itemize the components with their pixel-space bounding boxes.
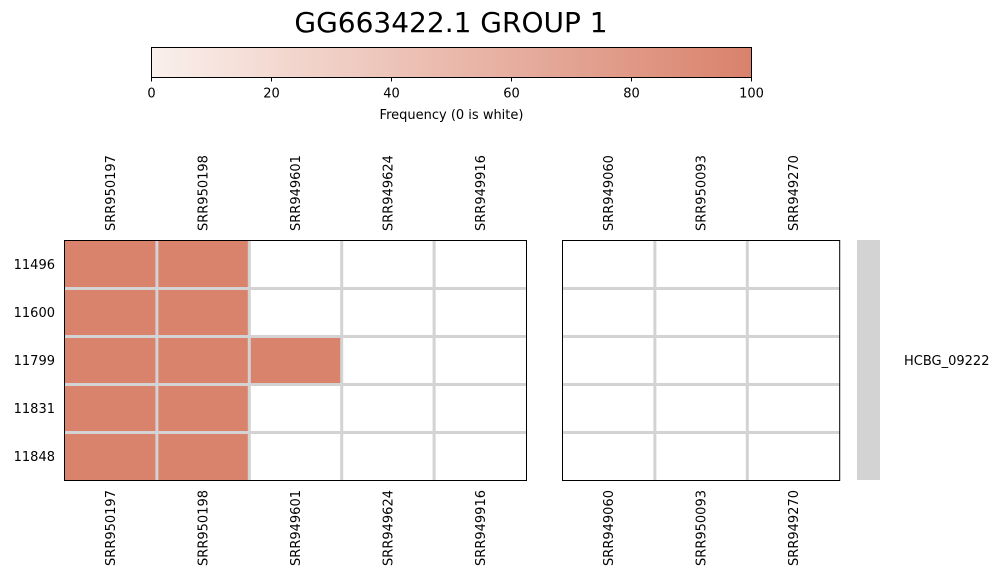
heatmap-cell [562, 288, 655, 337]
heatmap-cell [341, 384, 435, 433]
column-label-bottom: SRR949601 [289, 490, 304, 566]
column-label-top: SRR949270 [787, 155, 802, 231]
heatmap-cell [156, 240, 250, 289]
heatmap-cell [747, 432, 840, 481]
heatmap-cell [434, 336, 527, 385]
column-label-top: SRR949601 [289, 155, 304, 231]
heatmap-cell [249, 240, 342, 289]
row-annotation: HCBG_09222 [857, 240, 989, 480]
heatmap-cell [747, 336, 840, 385]
heatmap-cell [64, 240, 157, 289]
column-label-top: SRR950093 [695, 155, 710, 231]
heatmap-cell [747, 288, 840, 337]
row-label: 11799 [14, 354, 55, 369]
heatmap-cell [434, 432, 527, 481]
heatmap-cell [156, 336, 250, 385]
colorbar-label: Frequency (0 is white) [380, 108, 524, 123]
heatmap-cell [64, 384, 157, 433]
colorbar-tick-label: 80 [623, 87, 640, 102]
colorbar-gradient [151, 47, 752, 78]
heatmap-cell [747, 384, 840, 433]
column-label-top: SRR949060 [602, 155, 617, 231]
heatmap-cell [434, 384, 527, 433]
heatmap-cell [156, 384, 250, 433]
row-annotation-bar [857, 240, 880, 480]
heatmap-cell [747, 240, 840, 289]
heatmap-panels: SRR950197 SRR950197 SRR950198 SRR950198 SRR9… [64, 155, 841, 566]
column-label-bottom: SRR950093 [695, 490, 710, 566]
column-label-top: SRR949916 [474, 155, 489, 231]
panel-frame [562, 240, 841, 481]
heatmap-cell [434, 288, 527, 337]
heatmap-cell [562, 432, 655, 481]
heatmap-cell [156, 288, 250, 337]
heatmap-cell [64, 432, 157, 481]
heatmap-cell [341, 432, 435, 481]
column-label-bottom: SRR949270 [787, 490, 802, 566]
row-annotation-label: HCBG_09222 [904, 354, 989, 369]
heatmap-cell [156, 432, 250, 481]
row-label: 11848 [14, 450, 55, 465]
heatmap-cell [249, 288, 342, 337]
heatmap-cell [249, 336, 342, 385]
colorbar-tick-label: 20 [263, 87, 280, 102]
heatmap-cell [562, 336, 655, 385]
heatmap-cell [341, 240, 435, 289]
heatmap-panel-1: SRR950197 SRR950197 SRR950198 SRR950198 SRR9… [64, 155, 527, 566]
heatmap-cell [341, 336, 435, 385]
column-label-top: SRR949624 [381, 155, 396, 231]
row-label: 11831 [14, 402, 55, 417]
heatmap-cell [434, 240, 527, 289]
heatmap-cell [64, 336, 157, 385]
heatmap-cell [341, 288, 435, 337]
heatmap-cell [654, 432, 748, 481]
heatmap-cell [64, 288, 157, 337]
colorbar-tick-label: 100 [739, 87, 764, 102]
column-label-bottom: SRR949060 [602, 490, 617, 566]
heatmap-cell [562, 384, 655, 433]
column-label-bottom: SRR949624 [381, 490, 396, 566]
heatmap-cell [654, 336, 748, 385]
colorbar-tick-label: 40 [383, 87, 400, 102]
heatmap-cell [654, 384, 748, 433]
heatmap-cell [249, 432, 342, 481]
colorbar-tick-label: 0 [147, 87, 155, 102]
row-label: 11600 [14, 306, 55, 321]
heatmap-cell [562, 240, 655, 289]
row-label: 11496 [14, 258, 55, 273]
heatmap-cell [654, 288, 748, 337]
column-label-bottom: SRR950197 [104, 490, 119, 566]
colorbar: 0 20 40 60 80 100 Frequency (0 is white) [147, 47, 764, 123]
column-label-top: SRR950198 [197, 155, 212, 231]
column-label-bottom: SRR949916 [474, 490, 489, 566]
heatmap-panel-2: SRR949060 SRR949060 SRR950093 SRR950093 SRR9… [562, 155, 841, 566]
panel-frame [64, 240, 527, 481]
column-label-bottom: SRR950198 [197, 490, 212, 566]
heatmap-cell [654, 240, 748, 289]
row-labels: 11496 11600 11799 11831 11848 [14, 258, 55, 465]
heatmap-cell [249, 384, 342, 433]
chart-title: GG663422.1 GROUP 1 [294, 6, 607, 39]
colorbar-tick-label: 60 [503, 87, 520, 102]
column-label-top: SRR950197 [104, 155, 119, 231]
